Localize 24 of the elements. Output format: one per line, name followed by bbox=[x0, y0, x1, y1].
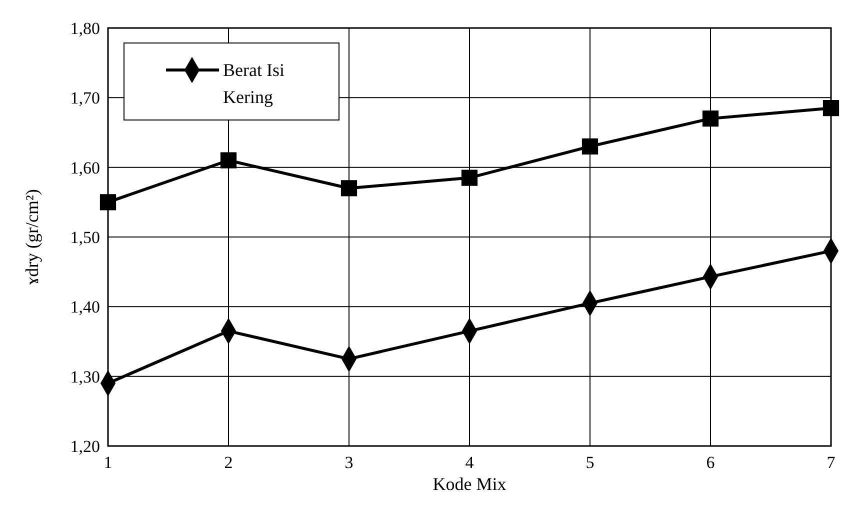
point bbox=[702, 110, 719, 127]
point bbox=[822, 100, 840, 116]
y-tick-label: 1,80 bbox=[70, 19, 100, 38]
y-tick-label: 1,60 bbox=[70, 158, 100, 178]
y-tick-label: 1,70 bbox=[70, 88, 100, 108]
legend-label: Berat Isi Kering bbox=[223, 60, 284, 107]
x-tick-label: 4 bbox=[465, 453, 474, 472]
y-axis-title: ɤdry (gr/cm²) bbox=[22, 189, 42, 285]
point bbox=[100, 194, 116, 210]
point bbox=[461, 170, 478, 186]
y-tick-label: 1,30 bbox=[70, 367, 100, 386]
x-axis-title: Kode Mix bbox=[432, 474, 506, 494]
y-tick-label: 1,20 bbox=[70, 437, 100, 456]
x-tick-label: 6 bbox=[706, 453, 715, 472]
x-tick-label: 7 bbox=[826, 453, 836, 472]
point bbox=[340, 180, 358, 196]
x-tick-label: 1 bbox=[104, 453, 112, 472]
x-tick-label: 2 bbox=[224, 453, 233, 472]
x-tick-label: 3 bbox=[344, 453, 354, 472]
point bbox=[220, 152, 237, 168]
y-tick-label: 1,50 bbox=[70, 228, 100, 247]
point bbox=[582, 138, 598, 154]
y-tick-label: 1,40 bbox=[70, 298, 100, 317]
x-tick-label: 5 bbox=[586, 453, 594, 472]
